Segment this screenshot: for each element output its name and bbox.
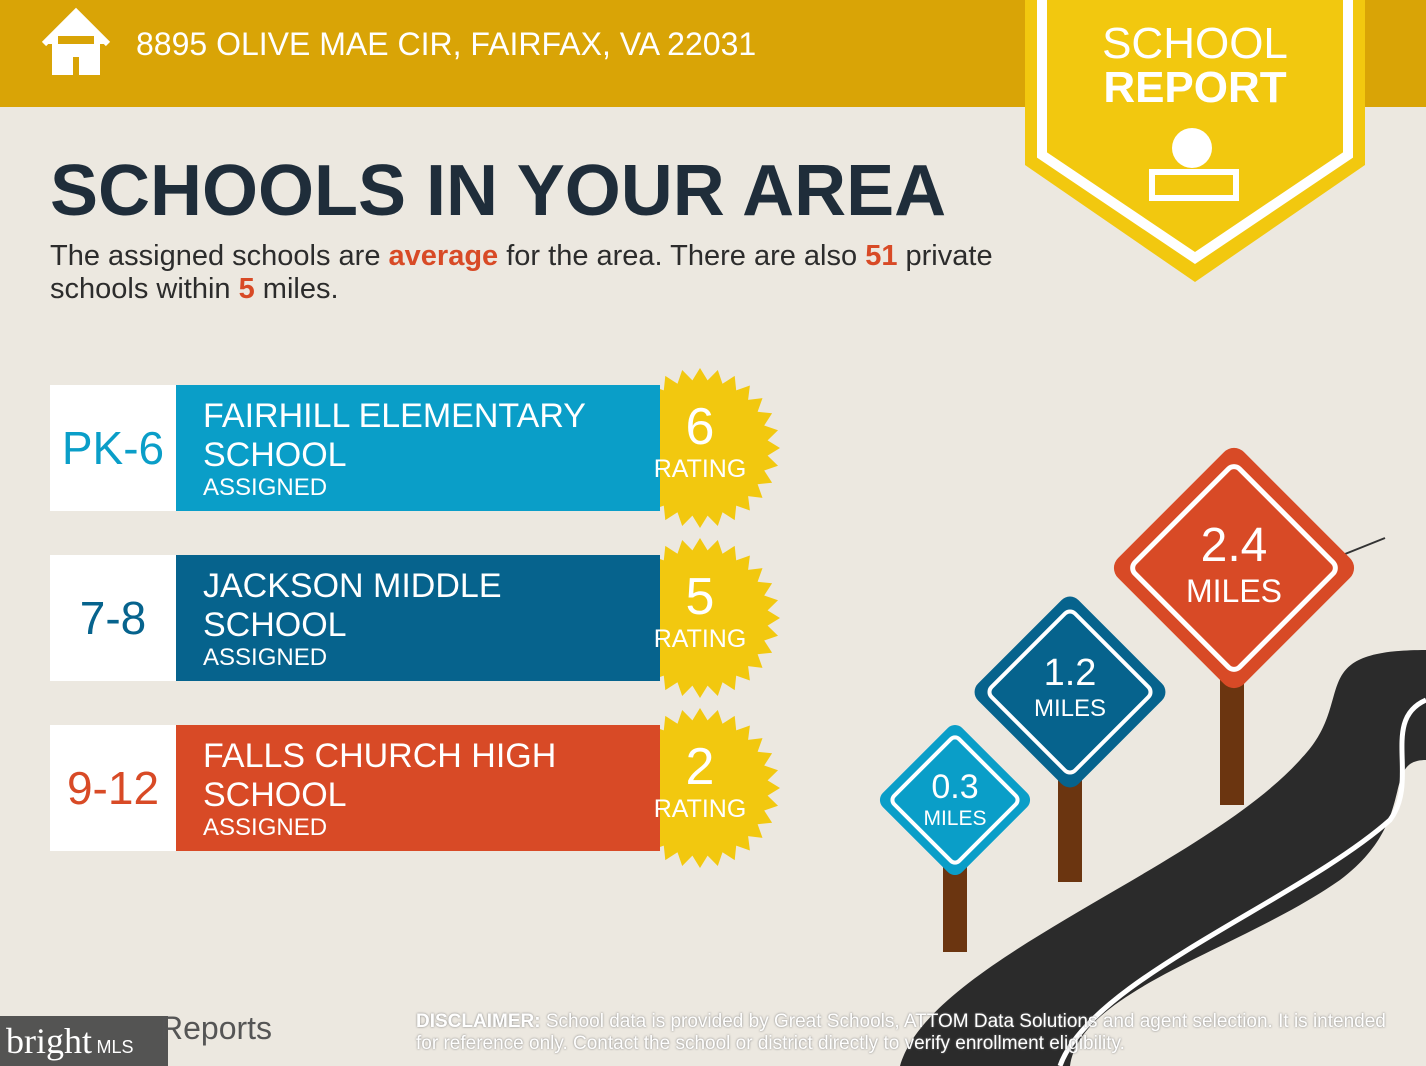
sign-post — [1058, 770, 1082, 882]
rating-starburst — [620, 538, 780, 698]
road — [900, 650, 1426, 1066]
rating: 5 RATING — [622, 569, 778, 654]
sign-border — [890, 735, 1020, 865]
rating: 2 RATING — [622, 739, 778, 824]
road-line — [1057, 697, 1426, 1066]
school-name: FAIRHILL ELEMENTARY SCHOOL — [203, 397, 586, 474]
intro-text: for the area. There are also — [498, 240, 866, 272]
title: SCHOOLS IN YOUR AREA — [50, 151, 947, 231]
grade-box: 7-8 — [50, 555, 176, 681]
sign-border — [1130, 464, 1338, 672]
intro-highlight: 5 — [238, 273, 255, 305]
rating-number: 2 — [685, 738, 715, 796]
disclaimer-label: DISCLAIMER: — [416, 1011, 541, 1032]
school-status: ASSIGNED — [203, 814, 328, 841]
sign-distance: 1.2 — [1043, 652, 1097, 694]
intro-highlight: average — [388, 240, 499, 272]
rating-starburst — [620, 708, 780, 868]
sign-label: 0.3 MILES — [875, 768, 1035, 831]
sign-diamond — [1113, 447, 1355, 689]
badge-line: SCHOOL — [1102, 19, 1288, 68]
intro: The assigned schools are average for the… — [50, 240, 1010, 306]
brand: Reports — [160, 1010, 273, 1046]
school-bar: FALLS CHURCH HIGH SCHOOL ASSIGNED — [176, 725, 660, 851]
rating-number: 6 — [685, 398, 715, 456]
badge-text: SCHOOL REPORT — [1025, 22, 1365, 110]
watermark-suffix: MLS — [96, 1037, 134, 1057]
sign-distance: 0.3 — [931, 768, 979, 806]
watermark-text: bright — [6, 1021, 92, 1061]
disclaimer-text: School data is provided by Great Schools… — [416, 1011, 1386, 1054]
school-bar: JACKSON MIDDLE SCHOOL ASSIGNED — [176, 555, 660, 681]
sign-border — [987, 609, 1153, 775]
sign-distance: 2.4 — [1200, 519, 1268, 572]
intro-text: The assigned schools are — [50, 240, 389, 272]
rating: 6 RATING — [622, 399, 778, 484]
watermark: bright MLS — [6, 1020, 133, 1062]
sign-unit: MILES — [923, 807, 987, 830]
apple-icon — [1172, 128, 1212, 168]
sign-unit: MILES — [1185, 573, 1283, 609]
sign-label: 2.4 MILES — [1154, 518, 1314, 610]
sign-diamond — [879, 724, 1031, 876]
rating-starburst — [620, 368, 780, 528]
rating-label: RATING — [653, 795, 747, 823]
badge-line: REPORT — [1103, 63, 1287, 112]
home-icon — [41, 7, 111, 75]
school-status: ASSIGNED — [203, 474, 328, 501]
grade-box: PK-6 — [50, 385, 176, 511]
badge-border — [1037, 0, 1353, 265]
intro-highlight: 51 — [865, 240, 898, 272]
sign-label: 1.2 MILES — [990, 652, 1150, 723]
rating-label: RATING — [653, 625, 747, 653]
school-status: ASSIGNED — [203, 644, 328, 671]
sign-post — [943, 860, 967, 952]
sign-unit: MILES — [1033, 695, 1107, 722]
intro-text: miles. — [254, 273, 339, 305]
watermark-box — [0, 1016, 168, 1066]
sign-diamond — [974, 596, 1166, 788]
school-name: JACKSON MIDDLE SCHOOL — [203, 567, 502, 644]
starbursts — [620, 368, 780, 868]
school-name: FALLS CHURCH HIGH SCHOOL — [203, 737, 557, 814]
rating-number: 5 — [685, 568, 715, 626]
intro-text: private schools within — [50, 240, 993, 305]
disclaimer: DISCLAIMER: School data is provided by G… — [416, 1011, 1386, 1055]
book-icon — [1149, 169, 1239, 201]
rating-label: RATING — [653, 455, 747, 483]
school-bar: FAIRHILL ELEMENTARY SCHOOL ASSIGNED — [176, 385, 660, 511]
grade-box: 9-12 — [50, 725, 176, 851]
address: 8895 OLIVE MAE CIR, FAIRFAX, VA 22031 — [136, 26, 757, 62]
